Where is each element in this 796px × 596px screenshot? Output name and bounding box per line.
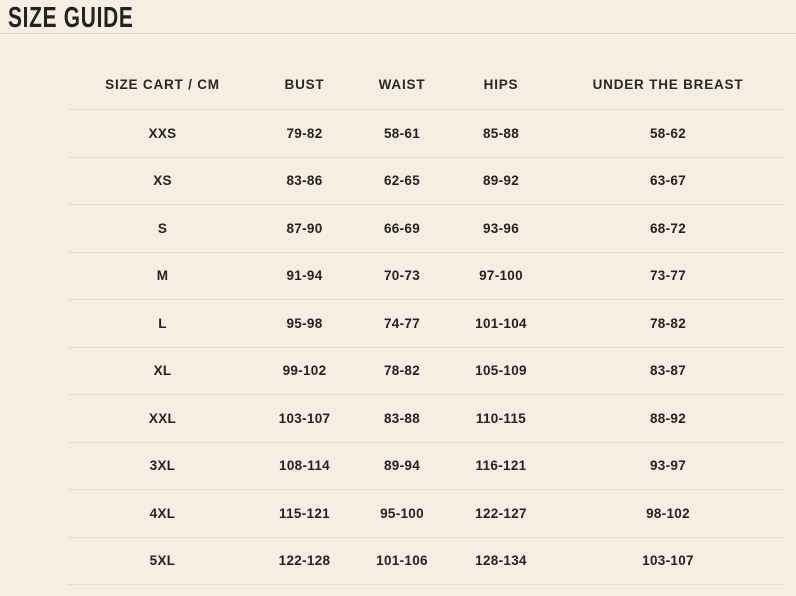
under-breast-cell: 83-87 bbox=[649, 363, 687, 379]
size-cell: L bbox=[158, 315, 167, 331]
page-title-text: SIZE GUIDE bbox=[8, 2, 134, 34]
hips-cell: 110-115 bbox=[475, 410, 527, 426]
hips-cell: 85-88 bbox=[482, 125, 520, 141]
hips-cell: 97-100 bbox=[479, 268, 523, 284]
under-breast-cell: 58-62 bbox=[649, 125, 687, 141]
table-row: 3XL 108-114 89-94 116-121 93-97 bbox=[68, 443, 786, 490]
size-cell: 5XL bbox=[149, 553, 176, 569]
table-row: L 95-98 74-77 101-104 78-82 bbox=[68, 300, 786, 348]
under-breast-cell: 68-72 bbox=[649, 220, 687, 236]
size-cell: XS bbox=[153, 173, 172, 189]
table-row: XL 99-102 78-82 105-109 83-87 bbox=[68, 348, 786, 395]
under-breast-cell: 103-107 bbox=[642, 553, 694, 569]
table-row: M 91-94 70-73 97-100 73-77 bbox=[68, 253, 786, 300]
size-cell: 4XL bbox=[149, 505, 176, 521]
column-header-size: SIZE CART / CM bbox=[105, 77, 220, 92]
bust-cell: 122-128 bbox=[278, 553, 331, 569]
bust-cell: 99-102 bbox=[282, 363, 327, 379]
waist-cell: 66-69 bbox=[383, 220, 421, 236]
hips-cell: 93-96 bbox=[482, 220, 520, 236]
hips-cell: 122-127 bbox=[475, 505, 527, 521]
under-breast-cell: 88-92 bbox=[649, 410, 687, 426]
column-header-bust: BUST bbox=[284, 77, 325, 92]
hips-cell: 116-121 bbox=[475, 458, 527, 474]
size-cell: M bbox=[156, 268, 169, 284]
bust-cell: 91-94 bbox=[286, 268, 323, 284]
table-header-row: SIZE CART / CM BUST WAIST HIPS UNDER THE… bbox=[68, 60, 786, 110]
size-guide-table: SIZE CART / CM BUST WAIST HIPS UNDER THE… bbox=[68, 60, 786, 585]
hips-cell: 105-109 bbox=[475, 363, 527, 379]
under-breast-cell: 93-97 bbox=[649, 458, 687, 474]
table-row: XS 83-86 62-65 89-92 63-67 bbox=[68, 158, 786, 205]
bust-cell: 95-98 bbox=[286, 315, 323, 331]
waist-cell: 74-77 bbox=[383, 315, 421, 331]
title-divider bbox=[0, 33, 796, 34]
bust-cell: 108-114 bbox=[279, 458, 330, 474]
size-cell: 3XL bbox=[149, 458, 176, 474]
table-row: XXL 103-107 83-88 110-115 88-92 bbox=[68, 395, 786, 443]
hips-cell: 89-92 bbox=[482, 173, 520, 189]
waist-cell: 70-73 bbox=[383, 268, 421, 284]
under-breast-cell: 78-82 bbox=[649, 315, 687, 331]
size-cell: S bbox=[157, 220, 168, 236]
hips-cell: 101-104 bbox=[475, 315, 527, 331]
size-cell: XXL bbox=[148, 410, 177, 426]
waist-cell: 89-94 bbox=[383, 458, 421, 474]
size-cell: XXS bbox=[148, 125, 177, 141]
size-cell: XL bbox=[153, 363, 172, 379]
under-breast-cell: 63-67 bbox=[649, 173, 687, 189]
under-breast-cell: 73-77 bbox=[649, 268, 687, 284]
bust-cell: 115-121 bbox=[279, 505, 330, 521]
bust-cell: 103-107 bbox=[278, 410, 331, 426]
page-title: SIZE GUIDE bbox=[8, 3, 796, 33]
waist-cell: 83-88 bbox=[383, 410, 421, 426]
waist-cell: 101-106 bbox=[376, 553, 428, 569]
waist-cell: 95-100 bbox=[380, 505, 424, 521]
column-header-hips: HIPS bbox=[483, 77, 519, 92]
waist-cell: 62-65 bbox=[383, 173, 421, 189]
waist-cell: 58-61 bbox=[383, 125, 421, 141]
column-header-waist: WAIST bbox=[378, 77, 426, 92]
column-header-under-breast: UNDER THE BREAST bbox=[592, 77, 744, 92]
table-row: 5XL 122-128 101-106 128-134 103-107 bbox=[68, 538, 786, 585]
bust-cell: 87-90 bbox=[286, 220, 323, 236]
hips-cell: 128-134 bbox=[475, 553, 527, 569]
under-breast-cell: 98-102 bbox=[646, 505, 690, 521]
table-row: XXS 79-82 58-61 85-88 58-62 bbox=[68, 110, 786, 158]
bust-cell: 79-82 bbox=[286, 125, 323, 141]
waist-cell: 78-82 bbox=[383, 363, 421, 379]
table-row: 4XL 115-121 95-100 122-127 98-102 bbox=[68, 490, 786, 538]
table-row: S 87-90 66-69 93-96 68-72 bbox=[68, 205, 786, 253]
bust-cell: 83-86 bbox=[286, 173, 323, 189]
